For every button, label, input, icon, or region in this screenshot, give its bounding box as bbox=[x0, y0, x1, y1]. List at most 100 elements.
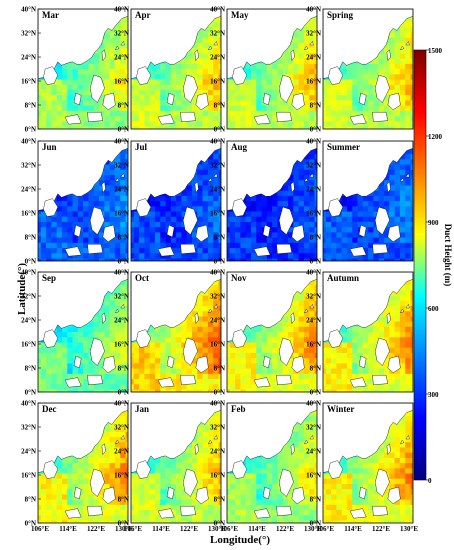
heat-cell bbox=[394, 190, 401, 197]
heat-cell bbox=[277, 121, 284, 127]
heat-cell bbox=[362, 237, 369, 244]
heat-cell bbox=[207, 384, 214, 390]
heat-cell bbox=[410, 154, 413, 160]
lat-tick-label: 16°N bbox=[306, 78, 321, 86]
heat-cell bbox=[227, 342, 231, 349]
heat-cell bbox=[213, 53, 219, 60]
heat-cell bbox=[245, 74, 252, 80]
heat-cell bbox=[133, 342, 140, 349]
heat-cell bbox=[114, 363, 121, 370]
heat-cell bbox=[410, 100, 413, 107]
heat-cell bbox=[114, 379, 121, 385]
heat-cell bbox=[56, 110, 63, 117]
heat-cell bbox=[303, 63, 310, 70]
heat-cell bbox=[341, 105, 348, 112]
heat-cell bbox=[160, 216, 166, 223]
heat-cell bbox=[104, 373, 110, 380]
heat-cell bbox=[160, 347, 166, 354]
heat-cell bbox=[93, 48, 100, 54]
heat-cell bbox=[325, 89, 332, 96]
heat-cell bbox=[160, 373, 166, 380]
island-outline bbox=[101, 49, 106, 62]
heat-cell bbox=[170, 201, 177, 207]
heat-cell bbox=[104, 221, 110, 228]
heat-cell bbox=[213, 43, 219, 49]
heat-cell bbox=[303, 175, 310, 181]
heat-cell bbox=[139, 253, 145, 259]
heat-cell bbox=[120, 201, 126, 207]
heat-cell bbox=[104, 311, 110, 317]
heat-cell bbox=[181, 195, 188, 202]
heat-cell bbox=[384, 43, 390, 49]
heat-cell bbox=[309, 363, 315, 370]
heat-cell bbox=[170, 232, 177, 239]
heat-cell bbox=[131, 110, 135, 117]
heat-cell bbox=[186, 105, 193, 112]
heat-cell bbox=[170, 195, 177, 202]
heat-cell bbox=[405, 69, 411, 75]
heat-cell bbox=[109, 89, 116, 96]
heat-cell bbox=[114, 63, 121, 70]
heat-cell bbox=[51, 258, 57, 261]
heat-cell bbox=[104, 164, 110, 171]
heat-cell bbox=[303, 22, 310, 28]
heat-cell bbox=[346, 126, 353, 129]
heat-cell bbox=[38, 105, 42, 112]
heat-cell bbox=[293, 84, 299, 91]
heat-cell bbox=[93, 368, 100, 375]
heat-cell bbox=[309, 211, 315, 218]
heat-cell bbox=[389, 116, 395, 122]
heat-cell bbox=[229, 237, 236, 244]
heat-cell bbox=[245, 258, 252, 261]
heat-cell bbox=[202, 58, 209, 65]
heat-cell bbox=[256, 342, 262, 349]
heat-cell bbox=[293, 169, 299, 176]
heat-cell bbox=[202, 389, 209, 392]
heat-cell bbox=[120, 69, 126, 75]
heat-cell bbox=[77, 79, 84, 86]
heat-cell bbox=[298, 384, 305, 390]
heat-cell bbox=[314, 352, 317, 359]
heat-cell bbox=[197, 27, 203, 33]
heat-cell bbox=[61, 242, 68, 249]
heat-cell bbox=[207, 300, 214, 307]
heat-cell bbox=[207, 373, 214, 380]
heat-cell bbox=[357, 195, 364, 202]
heat-cell bbox=[245, 195, 252, 202]
island-outline bbox=[182, 337, 198, 366]
heat-cell bbox=[256, 126, 262, 129]
heat-cell bbox=[298, 237, 305, 244]
heat-cell bbox=[197, 180, 203, 186]
heat-cell bbox=[394, 79, 401, 86]
heat-cell bbox=[93, 63, 100, 70]
heat-cell bbox=[331, 105, 337, 112]
heat-cell bbox=[120, 248, 126, 254]
heat-cell bbox=[357, 216, 364, 223]
heat-cell bbox=[114, 84, 121, 91]
heat-cell bbox=[72, 69, 79, 75]
heat-cell bbox=[176, 232, 182, 239]
heat-cell bbox=[309, 164, 315, 171]
heat-cell bbox=[139, 358, 145, 364]
heat-cell bbox=[240, 347, 246, 354]
heat-cell bbox=[410, 242, 413, 249]
heat-cell bbox=[149, 116, 156, 122]
heat-cell bbox=[373, 201, 380, 207]
heat-cell bbox=[389, 195, 395, 202]
heat-cell bbox=[181, 389, 188, 392]
heat-cell bbox=[384, 69, 390, 75]
heat-cell bbox=[109, 221, 116, 228]
lat-tick-label: 0°N bbox=[25, 126, 36, 134]
heat-cell bbox=[378, 258, 385, 261]
heat-cell bbox=[176, 110, 182, 117]
colorbar-tick-label: 0 bbox=[428, 477, 432, 485]
heat-cell bbox=[154, 368, 161, 375]
heat-cell bbox=[218, 148, 221, 155]
heat-cell bbox=[149, 347, 156, 354]
heat-cell bbox=[77, 195, 84, 202]
heat-cell bbox=[125, 95, 128, 101]
heat-cell bbox=[314, 368, 317, 375]
heat-cell bbox=[125, 63, 128, 70]
heat-cell bbox=[133, 221, 140, 228]
heat-cell bbox=[72, 221, 79, 228]
